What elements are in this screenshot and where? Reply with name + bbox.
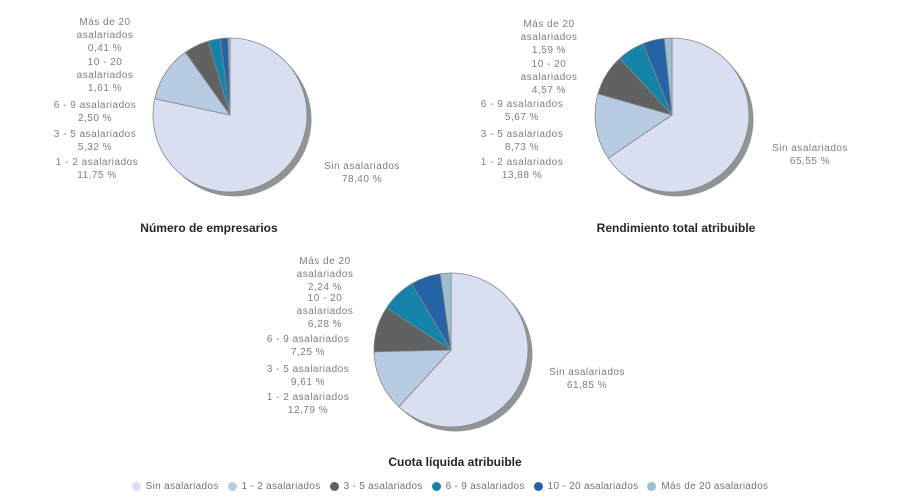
callout-sin-asalariados: Sin asalariados 78,40 % <box>324 161 400 185</box>
legend-item-1-2-asalariados: 1 - 2 asalariados <box>227 480 321 492</box>
legend-label: 6 - 9 asalariados <box>445 480 525 492</box>
callout-3-5-asalariados: 3 - 5 asalariados 5,32 % <box>53 129 137 153</box>
callout-10-20-asalariados: 10 - 20 asalariados 6,28 % <box>296 293 354 330</box>
legend-swatch-icon <box>329 481 339 491</box>
legend-label: 1 - 2 asalariados <box>241 480 321 492</box>
pie-slice-sin-asalariados <box>152 37 308 193</box>
legend-label: Más de 20 asalariados <box>661 480 769 492</box>
callout-10-20-asalariados: 10 - 20 asalariados 1,61 % <box>76 57 134 94</box>
callout-1-2-asalariados: 1 - 2 asalariados 11,75 % <box>55 157 139 181</box>
legend-label: 10 - 20 asalariados <box>547 480 639 492</box>
legend-swatch-icon <box>647 481 657 491</box>
callout-1-2-asalariados: 1 - 2 asalariados 12,79 % <box>266 392 350 416</box>
legend-item-3-5-asalariados: 3 - 5 asalariados <box>329 480 423 492</box>
callout-10-20-asalariados: 10 - 20 asalariados 4,57 % <box>520 59 578 96</box>
legend-item-10-20-asalariados: 10 - 20 asalariados <box>533 480 639 492</box>
pie-slice-sin-asalariados <box>398 272 529 428</box>
callout-1-2-asalariados: 1 - 2 asalariados 13,88 % <box>480 157 564 181</box>
pie-slice-sin-asalariados <box>607 37 750 193</box>
callout-6-9-asalariados: 6 - 9 asalariados 5,67 % <box>480 99 564 123</box>
pie-chart-rendimiento-total-atribuible <box>594 37 754 197</box>
pie-chart-numero-de-empresarios <box>152 37 312 197</box>
pie-chart-cuota-liquida-atribuible <box>373 272 533 432</box>
pie-slice-m-s-de-20-asalariados <box>439 272 452 351</box>
callout-sin-asalariados: Sin asalariados 61,85 % <box>549 367 625 391</box>
pie-slice-1-2-asalariados <box>373 349 452 408</box>
legend-item-6-9-asalariados: 6 - 9 asalariados <box>431 480 525 492</box>
callout-3-5-asalariados: 3 - 5 asalariados 9,61 % <box>266 364 350 388</box>
legend-swatch-icon <box>533 481 543 491</box>
callout-6-9-asalariados: 6 - 9 asalariados 2,50 % <box>53 100 137 124</box>
legend-swatch-icon <box>431 481 441 491</box>
callout-3-5-asalariados: 3 - 5 asalariados 8,73 % <box>480 129 564 153</box>
chart-title-rendimiento-total-atribuible: Rendimiento total atribuible <box>596 221 756 235</box>
pie-slice-m-s-de-20-asalariados <box>227 37 231 116</box>
legend-label: Sin asalariados <box>145 480 219 492</box>
legend: Sin asalariados 1 - 2 asalariados 3 - 5 as… <box>0 478 900 494</box>
callout-sin-asalariados: Sin asalariados 65,55 % <box>772 143 848 167</box>
legend-item-sin-asalariados: Sin asalariados <box>131 480 219 492</box>
callout-6-9-asalariados: 6 - 9 asalariados 7,25 % <box>266 334 350 358</box>
legend-swatch-icon <box>227 481 237 491</box>
chart-title-cuota-liquida-atribuible: Cuota líquida atribuible <box>388 455 522 469</box>
callout-mas-de-20-asalariados: Más de 20 asalariados 1,59 % <box>520 19 578 56</box>
legend-item-m-s-de-20-asalariados: Más de 20 asalariados <box>647 481 768 492</box>
chart-title-numero-de-empresarios: Número de empresarios <box>140 221 278 235</box>
callout-mas-de-20-asalariados: Más de 20 asalariados 0,41 % <box>76 17 134 54</box>
legend-label: 3 - 5 asalariados <box>343 480 423 492</box>
legend-swatch-icon <box>131 481 141 491</box>
callout-mas-de-20-asalariados: Más de 20 asalariados 2,24 % <box>296 256 354 293</box>
pie-slice-m-s-de-20-asalariados <box>663 37 673 116</box>
